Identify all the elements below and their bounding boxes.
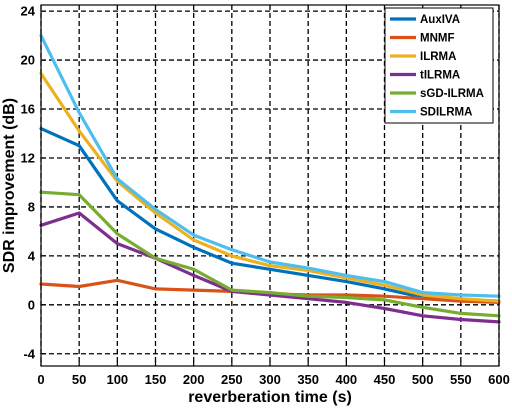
y-tick-label: 12 [21,150,35,165]
series-line-sdilrma [39,33,501,298]
y-axis-label: SDR improvement (dB) [1,98,18,273]
series-line-sgd-ilrma [39,190,501,318]
legend-label-sdilrma: SDILRMA [420,107,472,119]
y-tick-label: 16 [21,102,35,117]
legend-box [384,7,494,124]
legend-label-ilrma: ILRMA [420,51,456,63]
legend-label-tilrma: tILRMA [420,70,460,82]
x-tick-label: 100 [106,372,128,387]
legend-label-auxiva: AuxIVA [420,14,460,26]
series-lines [39,33,501,324]
series-line-tilrma [39,211,501,324]
y-tick-label: -4 [23,346,35,361]
x-tick-label: 50 [72,372,86,387]
x-tick-label: 0 [37,372,44,387]
tick-labels: 0 50 100 150 200 250 300 350 400 450 500 550 600-404… [21,4,510,387]
legend-label-mnmf: MNMF [420,33,455,45]
y-tick-label: 24 [21,4,36,19]
x-axis-label: reverberation time (s) [188,389,352,406]
x-tick-label: 400 [335,372,357,387]
legend-label-sgd-ilrma: sGD-ILRMA [420,88,484,100]
y-tick-label: 0 [28,297,35,312]
x-tick-label: 200 [183,372,205,387]
y-tick-label: 4 [28,248,36,263]
x-tick-label: 450 [374,372,396,387]
x-tick-label: 350 [297,372,319,387]
series-line-ilrma [39,71,501,303]
x-tick-label: 150 [145,372,167,387]
x-tick-label: 300 [259,372,281,387]
x-tick-label: 600 [488,372,510,387]
y-tick-label: 20 [21,53,35,68]
y-tick-label: 8 [28,199,35,214]
x-tick-label: 250 [221,372,243,387]
x-tick-label: 500 [412,372,434,387]
legend: AuxIVA MNMF ILRMA tILRMA sGD-ILRMA SDILRMA [384,7,494,124]
x-tick-label: 550 [450,372,472,387]
